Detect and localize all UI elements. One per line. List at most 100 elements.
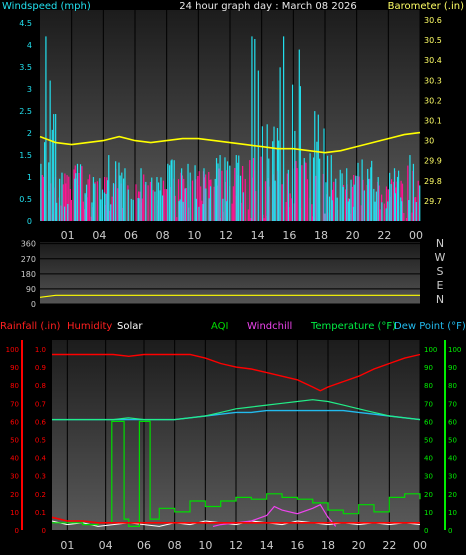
- temperature-tick-label: 10: [424, 509, 433, 517]
- windspeed-bar: [396, 176, 399, 221]
- weather-x-tick-label: 14: [260, 539, 274, 552]
- windspeed-bar: [209, 186, 212, 221]
- windspeed-tick-label: 2.5: [19, 107, 32, 116]
- windspeed-bar: [352, 206, 355, 221]
- temperature-tick-label: 90: [424, 364, 433, 372]
- gust-bar: [362, 179, 364, 221]
- solar-tick-label: 50: [448, 437, 457, 445]
- windspeed-bar: [67, 203, 69, 221]
- solar-tick-label: 30: [448, 473, 457, 481]
- windspeed-bar: [162, 195, 164, 221]
- gust-bar: [109, 210, 111, 221]
- windspeed-bar: [272, 141, 274, 221]
- windspeed-bar: [361, 159, 363, 221]
- compass-label: S: [437, 265, 444, 278]
- legend-humidity: Humidity: [67, 321, 112, 332]
- windspeed-bar: [115, 161, 117, 221]
- windspeed-tick-label: 1: [27, 173, 32, 182]
- windspeed-bar: [292, 84, 294, 221]
- windspeed-bar: [261, 126, 264, 221]
- gust-bar: [174, 195, 176, 221]
- direction-panel-background: [40, 242, 420, 304]
- windspeed-bar: [409, 155, 411, 221]
- gust-bar: [218, 168, 220, 221]
- gust-bar: [181, 175, 183, 221]
- wind-panel-grid: [71, 10, 421, 221]
- windspeed-bar: [203, 168, 205, 221]
- gust-bar: [247, 209, 249, 221]
- gust-bar: [250, 217, 252, 221]
- windspeed-bar: [173, 160, 175, 221]
- wind-x-tick-label: 08: [156, 229, 170, 242]
- gust-bar: [104, 204, 106, 221]
- gust-bar: [358, 176, 360, 221]
- windspeed-bar: [159, 190, 161, 221]
- gust-bar: [231, 203, 233, 221]
- weather-x-tick-label: 08: [168, 539, 182, 552]
- legend-temperature: Temperature (°F): [310, 321, 396, 332]
- weather-x-tick-label: 06: [137, 539, 151, 552]
- solar-tick-label: 10: [448, 509, 457, 517]
- barometer-tick-label: 29.8: [424, 177, 442, 186]
- windspeed-bar: [266, 124, 268, 221]
- windspeed-bar: [91, 202, 93, 221]
- windspeed-bar: [317, 114, 319, 221]
- gust-bar: [208, 171, 210, 221]
- barometer-tick-label: 30.1: [424, 117, 442, 126]
- gust-bar: [183, 189, 186, 221]
- windspeed-bar: [316, 141, 318, 221]
- legend-aqi: AQI: [211, 321, 229, 332]
- windspeed-tick-label: 1.5: [19, 151, 32, 160]
- windspeed-bar: [375, 191, 377, 221]
- humidity-line: [52, 353, 421, 392]
- windspeed-bar: [103, 192, 105, 221]
- windspeed-bars: [40, 36, 421, 222]
- gust-bar: [234, 167, 236, 221]
- barometer-tick-label: 30.5: [424, 36, 442, 45]
- gust-bar: [89, 174, 91, 221]
- gust-bar: [86, 197, 88, 221]
- wind-x-tick-label: 22: [377, 229, 391, 242]
- windspeed-bar: [151, 177, 153, 221]
- weather-x-tick-label: 01: [60, 539, 74, 552]
- windspeed-bar: [217, 163, 219, 221]
- windspeed-bar: [268, 158, 270, 221]
- gust-bar: [90, 216, 92, 221]
- humidity-tick-label: 90: [10, 364, 19, 372]
- gust-bar: [68, 176, 70, 221]
- windspeed-bar: [49, 80, 51, 221]
- windspeed-bar: [121, 172, 123, 221]
- gust-bar: [197, 176, 199, 221]
- windspeed-bar: [167, 163, 169, 221]
- wind-x-tick-label: 18: [314, 229, 328, 242]
- windspeed-bar: [346, 168, 348, 221]
- windspeed-bar: [107, 180, 109, 221]
- windspeed-bar: [48, 162, 50, 221]
- windspeed-bar: [122, 178, 125, 221]
- windspeed-bar: [273, 126, 275, 221]
- gust-bar: [311, 204, 313, 221]
- gust-bar: [385, 186, 388, 221]
- windspeed-bar: [51, 129, 53, 221]
- humidity-tick-label: 20: [10, 491, 19, 499]
- windspeed-bar: [242, 192, 244, 221]
- windspeed-bar: [194, 165, 196, 221]
- windspeed-bar: [84, 193, 86, 221]
- wind-x-tick-label: 20: [346, 229, 360, 242]
- windspeed-bar: [219, 155, 221, 221]
- windspeed-tick-label: 3.5: [19, 63, 32, 72]
- windspeed-bar: [74, 178, 76, 221]
- rainfall-tick-label: 0.3: [35, 473, 46, 481]
- windspeed-bar: [108, 155, 110, 221]
- wind-x-tick-label: 00: [409, 229, 423, 242]
- windspeed-bar: [160, 177, 162, 221]
- windspeed-bar: [401, 201, 403, 221]
- windspeed-bar: [353, 184, 355, 221]
- gust-bar: [143, 174, 145, 221]
- gust-bar: [213, 186, 215, 221]
- gust-bar: [403, 212, 405, 221]
- windspeed-bar: [251, 36, 253, 221]
- windspeed-bar: [76, 163, 79, 221]
- windspeed-bar: [181, 168, 183, 221]
- windspeed-bar: [101, 189, 104, 221]
